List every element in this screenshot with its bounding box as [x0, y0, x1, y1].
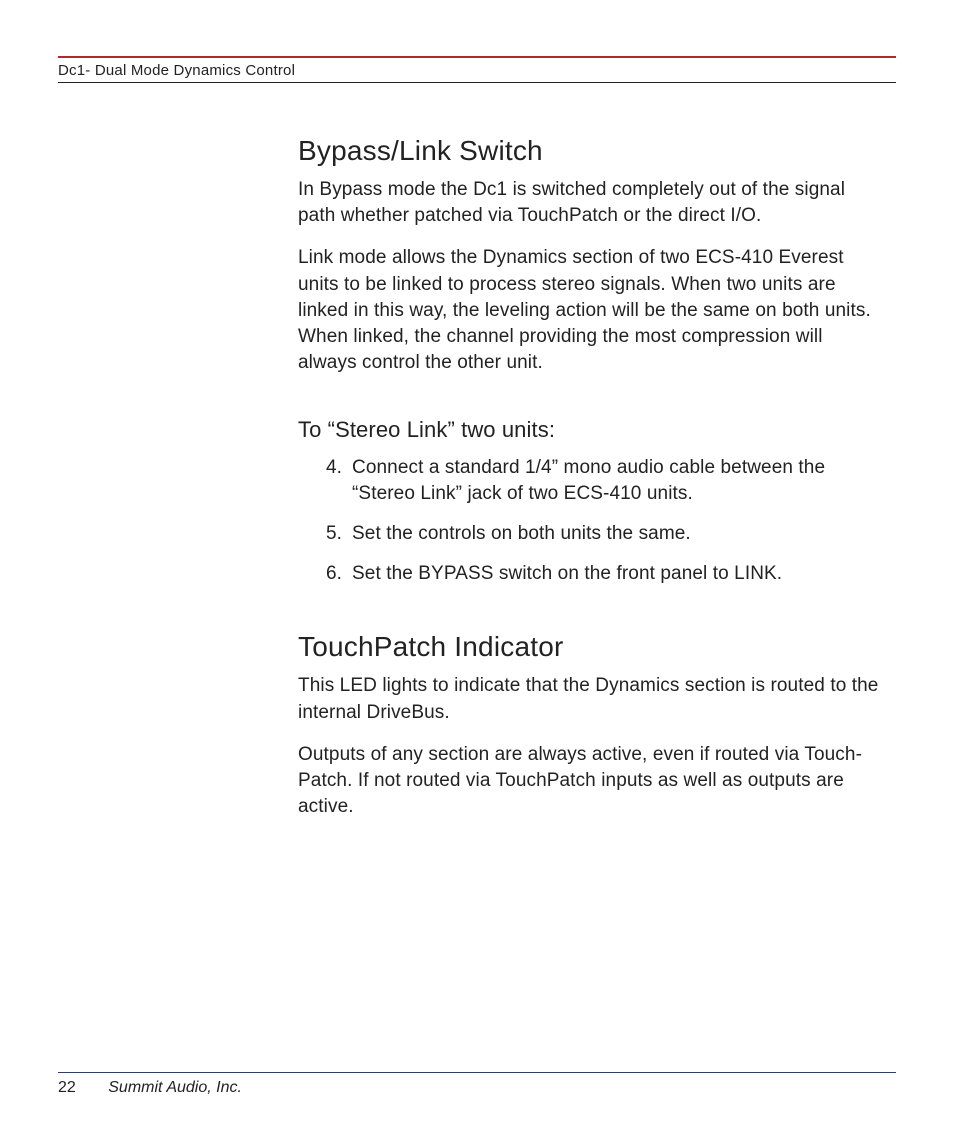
manual-page: Dc1- Dual Mode Dynamics Control Bypass/L… [0, 0, 954, 1145]
subsection-heading: To “Stereo Link” two units: [298, 417, 886, 443]
body-paragraph: In Bypass mode the Dc1 is switched compl… [298, 177, 886, 229]
section-heading: TouchPatch Indicator [298, 631, 886, 663]
company-name: Summit Audio, Inc. [108, 1079, 242, 1096]
page-footer: 22 Summit Audio, Inc. [58, 1072, 896, 1097]
header-bottom-rule [58, 82, 896, 83]
page-content: Bypass/Link Switch In Bypass mode the Dc… [298, 135, 886, 821]
list-item: 6. Set the BYPASS switch on the front pa… [312, 561, 886, 587]
list-item: 5. Set the controls on both units the sa… [312, 521, 886, 547]
page-header: Dc1- Dual Mode Dynamics Control [58, 56, 896, 83]
list-item: 4. Connect a standard 1/4” mono audio ca… [312, 455, 886, 507]
body-paragraph: Link mode allows the Dynamics section of… [298, 245, 886, 376]
list-text: Set the BYPASS switch on the front panel… [352, 561, 886, 587]
footer-line: 22 Summit Audio, Inc. [58, 1079, 896, 1097]
section-touchpatch: TouchPatch Indicator This LED lights to … [298, 631, 886, 820]
header-top-rule [58, 56, 896, 58]
list-number: 5. [312, 521, 342, 547]
page-number: 22 [58, 1079, 76, 1096]
list-number: 6. [312, 561, 342, 587]
body-paragraph: This LED lights to indicate that the Dyn… [298, 673, 886, 725]
body-paragraph: Outputs of any section are always active… [298, 742, 886, 821]
list-number: 4. [312, 455, 342, 507]
footer-rule [58, 1072, 896, 1073]
running-title: Dc1- Dual Mode Dynamics Control [58, 62, 896, 79]
list-text: Connect a standard 1/4” mono audio cable… [352, 455, 886, 507]
list-text: Set the controls on both units the same. [352, 521, 886, 547]
section-heading: Bypass/Link Switch [298, 135, 886, 167]
stereo-link-steps: 4. Connect a standard 1/4” mono audio ca… [312, 455, 886, 588]
section-bypass-link: Bypass/Link Switch In Bypass mode the Dc… [298, 135, 886, 587]
